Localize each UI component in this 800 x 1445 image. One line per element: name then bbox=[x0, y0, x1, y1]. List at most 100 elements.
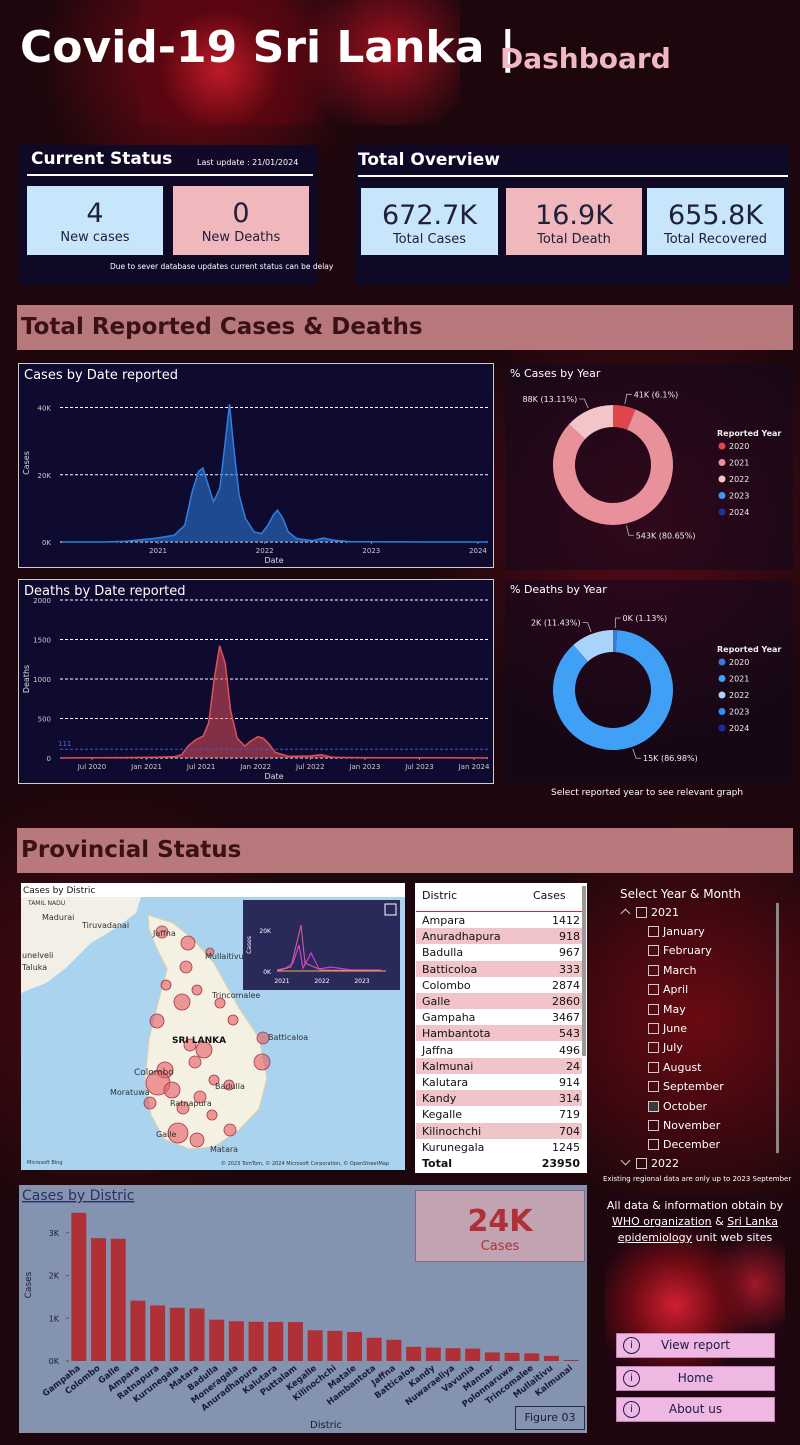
kpi-value: 24K bbox=[467, 1204, 533, 1239]
checkbox[interactable] bbox=[648, 926, 659, 937]
map-bubble bbox=[223, 1123, 237, 1137]
place-label: Batticaloa bbox=[268, 1033, 308, 1042]
info-text: All data & information obtain by WHO org… bbox=[605, 1198, 785, 1246]
checkbox[interactable] bbox=[648, 1061, 659, 1073]
card-value: 4 bbox=[86, 198, 104, 229]
inset-x-tick: 2021 bbox=[274, 978, 289, 985]
checkbox[interactable] bbox=[648, 1023, 659, 1034]
figure-button[interactable]: Figure 03 bbox=[515, 1406, 585, 1430]
table-header: Distric bbox=[422, 889, 458, 902]
y-tick-label: 0 bbox=[47, 755, 51, 763]
expander[interactable] bbox=[620, 1155, 631, 1166]
button[interactable]: i About us bbox=[616, 1397, 775, 1422]
checkbox[interactable] bbox=[648, 1100, 659, 1112]
slicer-item: February bbox=[663, 944, 712, 958]
expander[interactable] bbox=[620, 908, 631, 919]
checkbox[interactable] bbox=[648, 984, 659, 996]
legend-label: 2021 bbox=[729, 675, 749, 684]
line bbox=[60, 645, 488, 759]
expand-icon[interactable] bbox=[384, 903, 397, 916]
y-axis-title: Cases bbox=[22, 451, 31, 475]
inset bbox=[243, 900, 400, 990]
table-row bbox=[416, 976, 582, 993]
place-label: Taluka bbox=[21, 963, 47, 972]
bar bbox=[347, 1331, 363, 1361]
scrollbar[interactable] bbox=[776, 903, 779, 1153]
chart-title: Cases by Date reported bbox=[24, 368, 178, 383]
leader-line bbox=[626, 525, 634, 536]
y-tick-label: 0K bbox=[49, 1357, 60, 1366]
deaths-donut: % Deaths by Year 0K (1.13%) 15K (86.98%) 2K… bbox=[505, 580, 793, 783]
y-tick-label: 500 bbox=[38, 716, 51, 724]
total-label: Total bbox=[422, 1157, 453, 1170]
inset-y-label: Cases bbox=[246, 936, 253, 954]
slicer-item: November bbox=[663, 1119, 721, 1132]
scrollbar[interactable] bbox=[582, 886, 586, 1056]
icon: i bbox=[623, 1401, 640, 1418]
button[interactable]: i Home bbox=[616, 1366, 775, 1391]
table-cell: 24 bbox=[566, 1059, 580, 1073]
place-label: Matara bbox=[210, 1145, 238, 1154]
link[interactable]: Sri Lanka epidemiology bbox=[617, 1215, 779, 1244]
slicer-item: April bbox=[663, 983, 689, 997]
place-label: Ratnapura bbox=[170, 1099, 212, 1108]
slicer-item: May bbox=[663, 1002, 686, 1016]
place-label: Moratuwa bbox=[110, 1088, 150, 1097]
leader-line bbox=[579, 398, 589, 409]
table-cell: Colombo bbox=[422, 978, 471, 992]
line bbox=[62, 404, 488, 543]
table-row bbox=[416, 1106, 582, 1123]
x-tick-label: Jul 2020 bbox=[77, 763, 107, 771]
district-bar-chart: Cases by DistricCasesDistric0K1K2K3KGamp… bbox=[19, 1185, 587, 1433]
checkbox[interactable] bbox=[648, 1003, 659, 1015]
card-label: New cases bbox=[60, 230, 130, 245]
y-tick-label: 1500 bbox=[33, 637, 51, 645]
legend-label: 2023 bbox=[729, 492, 749, 501]
map-bubble bbox=[188, 1055, 202, 1069]
bar bbox=[287, 1322, 303, 1361]
slicer-item: June bbox=[663, 1022, 687, 1035]
legend-label: 2020 bbox=[729, 658, 749, 667]
map-bubble bbox=[214, 997, 226, 1009]
table-cell: 3467 bbox=[552, 1011, 580, 1025]
table-cell: 543 bbox=[559, 1027, 580, 1041]
map-bubble bbox=[208, 1074, 220, 1086]
checkbox[interactable] bbox=[648, 1120, 659, 1131]
kpi-label: Cases bbox=[480, 1239, 520, 1254]
map-bubble bbox=[155, 925, 169, 939]
map-bubble bbox=[205, 947, 215, 957]
legend-swatch bbox=[718, 691, 726, 699]
checkbox[interactable] bbox=[648, 1081, 659, 1093]
donut-slice bbox=[573, 630, 613, 662]
bar bbox=[248, 1321, 264, 1361]
bar bbox=[189, 1308, 205, 1361]
checkbox[interactable] bbox=[648, 1042, 659, 1054]
area-fill bbox=[62, 404, 488, 542]
checkbox[interactable] bbox=[636, 1158, 647, 1169]
table-cell: 704 bbox=[559, 1124, 580, 1138]
x-tick-label: Jul 2022 bbox=[295, 763, 325, 771]
checkbox[interactable] bbox=[648, 964, 659, 976]
chart-note: Select reported year to see relevant gra… bbox=[551, 788, 744, 798]
y-tick-label: 20K bbox=[38, 472, 52, 480]
legend-swatch bbox=[718, 658, 726, 666]
leader-line bbox=[632, 748, 641, 759]
info-panel bbox=[605, 1195, 785, 1433]
checkbox[interactable] bbox=[648, 1139, 659, 1151]
inset-x-tick: 2022 bbox=[314, 978, 329, 985]
slicer-item: January bbox=[663, 925, 705, 938]
inset-line bbox=[276, 924, 382, 972]
place-label: Mullaitivu bbox=[205, 952, 244, 961]
data-label: 15K (86.98%) bbox=[643, 754, 698, 763]
checkbox[interactable] bbox=[636, 907, 647, 918]
link[interactable]: WHO organization bbox=[611, 1215, 712, 1228]
rule bbox=[416, 911, 582, 912]
place-label: SRI LANKA bbox=[172, 1036, 226, 1046]
button[interactable]: i View report bbox=[616, 1333, 775, 1358]
checkbox[interactable] bbox=[648, 945, 659, 957]
slicer-item: July bbox=[663, 1041, 683, 1055]
y-tick-label: 3K bbox=[49, 1229, 60, 1238]
x-tick-label: 2024 bbox=[469, 547, 487, 555]
map-bubble bbox=[256, 1031, 270, 1045]
overview-card: 16.9K Total Death bbox=[506, 188, 642, 255]
